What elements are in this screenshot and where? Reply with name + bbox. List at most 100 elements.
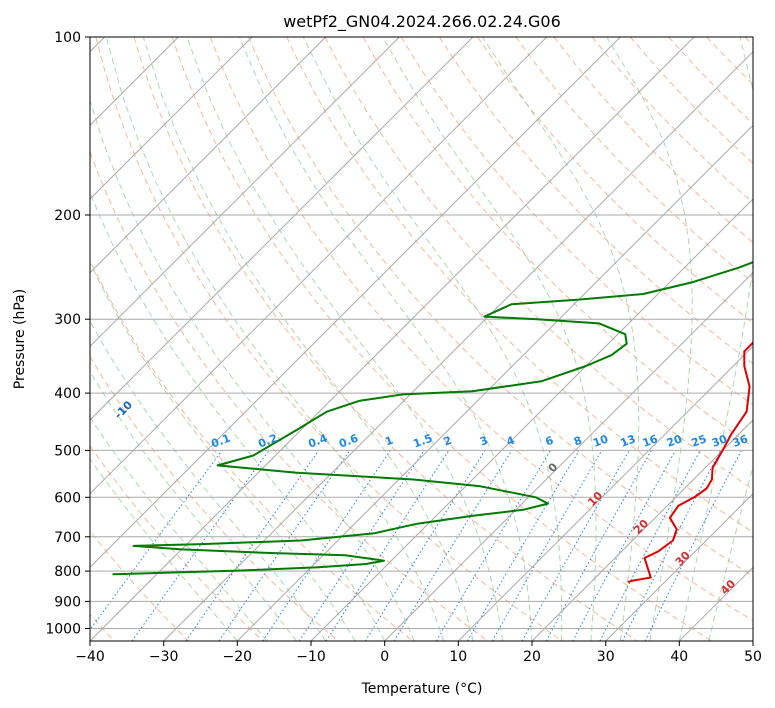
dry-adiabat-line bbox=[477, 37, 753, 324]
isotherm-gridline bbox=[310, 198, 753, 641]
temperature-profile-line bbox=[627, 341, 753, 584]
dry-adiabat-line bbox=[133, 37, 638, 641]
x-tick-label: −10 bbox=[296, 649, 326, 665]
dry-adiabat-line bbox=[90, 444, 264, 641]
y-tick-label: 900 bbox=[54, 594, 81, 610]
mixing-ratio-line bbox=[467, 450, 580, 641]
mixing-ratio-line bbox=[364, 450, 486, 641]
mixing-ratio-line bbox=[325, 450, 450, 641]
moist-adiabat-line bbox=[678, 37, 753, 641]
mixing-ratio-label: 6 bbox=[544, 434, 556, 449]
mixing-ratio-line bbox=[218, 450, 351, 641]
x-tick-label: 0 bbox=[380, 649, 389, 665]
y-tick-label: 300 bbox=[54, 312, 81, 328]
isotherm-gridline bbox=[90, 37, 327, 274]
mixing-ratio-line bbox=[521, 450, 630, 641]
mixing-ratio-label: 1.5 bbox=[412, 432, 435, 451]
isotherm-gridline bbox=[90, 37, 400, 348]
x-tick-label: 20 bbox=[523, 649, 541, 665]
moist-adiabat-line bbox=[90, 370, 297, 641]
y-axis-ticks: 100 200 300 400 500 600 700 800 900 1000 bbox=[45, 30, 90, 638]
moist-adiabat-line bbox=[90, 416, 268, 641]
mixing-ratio-label: 13 bbox=[619, 432, 638, 449]
isotherm-gridline bbox=[236, 124, 753, 641]
x-tick-label: 50 bbox=[744, 649, 762, 665]
isotherm-gridline bbox=[752, 640, 753, 641]
dry-adiabat-line bbox=[90, 530, 190, 641]
y-tick-label: 1000 bbox=[45, 622, 81, 638]
mixing-ratio-line bbox=[90, 450, 223, 631]
moist-adiabats bbox=[90, 37, 753, 641]
isotherm-gridline bbox=[678, 566, 753, 641]
isotherm-gridline bbox=[384, 271, 753, 641]
moist-adiabat-line bbox=[382, 37, 597, 641]
x-tick-label: −40 bbox=[75, 649, 105, 665]
moist-adiabat-line bbox=[481, 37, 640, 641]
mixing-ratio-lines bbox=[90, 450, 742, 641]
x-tick-label: −30 bbox=[149, 649, 179, 665]
series-layer bbox=[112, 261, 753, 584]
y-tick-label: 600 bbox=[54, 490, 81, 506]
dry-adiabat-label: -10 bbox=[112, 398, 135, 421]
isotherm-gridline bbox=[605, 492, 753, 641]
y-axis-label: Pressure (hPa) bbox=[12, 289, 28, 389]
mixing-ratio-line bbox=[185, 450, 320, 641]
dry-adiabat-line bbox=[209, 37, 753, 622]
pressure-gridlines bbox=[90, 37, 753, 629]
dry-adiabat-line bbox=[744, 37, 753, 46]
dry-adiabat-line bbox=[171, 37, 712, 641]
dry-adiabat-line bbox=[95, 37, 563, 641]
mixing-ratio-label: 1 bbox=[383, 434, 395, 449]
mixing-ratio-line bbox=[621, 450, 722, 641]
isotherm-gridline bbox=[531, 419, 753, 641]
moist-adiabat-line bbox=[105, 37, 445, 641]
x-tick-label: −20 bbox=[223, 649, 253, 665]
mixing-ratio-line bbox=[393, 450, 513, 641]
dry-adiabat-line bbox=[248, 37, 753, 577]
isotherm-gridlines bbox=[90, 37, 753, 641]
isotherm-gridline bbox=[457, 345, 753, 641]
mixing-ratio-label: 16 bbox=[641, 432, 660, 450]
y-tick-label: 800 bbox=[54, 564, 81, 580]
mixing-ratio-label: 0.4 bbox=[306, 432, 329, 451]
isotherm-gridline bbox=[163, 50, 753, 641]
moist-adiabat-line bbox=[90, 261, 356, 641]
y-tick-label: 100 bbox=[54, 30, 81, 46]
y-tick-label: 200 bbox=[54, 208, 81, 224]
dry-adiabat-line bbox=[90, 355, 339, 641]
isotherm-gridline bbox=[90, 37, 621, 569]
dry-adiabat-line bbox=[90, 150, 488, 641]
moist-adiabat-line bbox=[90, 458, 238, 641]
isotherm-gridline bbox=[90, 37, 548, 495]
moist-adiabat-line bbox=[186, 37, 503, 641]
mixing-ratio-label: 2 bbox=[442, 434, 454, 449]
mixing-ratio-label: 0.6 bbox=[337, 432, 360, 451]
mixing-ratio-label: 36 bbox=[731, 432, 750, 450]
mixing-ratio-label: 10 bbox=[591, 432, 610, 450]
x-axis-ticks: −40 −30 −20 −10 0 10 20 30 40 50 bbox=[75, 641, 762, 665]
mixing-ratio-line bbox=[545, 450, 652, 641]
x-axis-label: Temperature (°C) bbox=[361, 681, 483, 697]
isotherm-gridline bbox=[90, 37, 695, 641]
mixing-ratio-label: 30 bbox=[710, 432, 729, 450]
isotherm-label: 10 bbox=[585, 489, 605, 509]
moist-adiabat-line bbox=[142, 37, 474, 641]
mixing-ratio-label: 0.1 bbox=[210, 432, 233, 451]
mixing-ratio-label: 8 bbox=[572, 434, 584, 449]
in-plot-labels: 0.10.20.40.611.52346810131620253036-100-… bbox=[30, 358, 750, 597]
isotherm-label: 30 bbox=[673, 549, 693, 569]
mixing-ratio-line bbox=[572, 450, 676, 641]
dry-adiabat-label: -20 bbox=[30, 358, 53, 381]
mixing-ratio-line bbox=[644, 450, 742, 641]
isotherm-label: 40 bbox=[718, 577, 738, 597]
moist-adiabat-line bbox=[302, 37, 563, 641]
isotherm-gridline bbox=[90, 37, 474, 421]
x-tick-label: 30 bbox=[597, 649, 615, 665]
mixing-ratio-label: 0.2 bbox=[256, 432, 279, 451]
x-tick-label: 10 bbox=[449, 649, 467, 665]
y-tick-label: 700 bbox=[54, 530, 81, 546]
mixing-ratio-label: 3 bbox=[478, 434, 490, 449]
dry-adiabat-line bbox=[438, 37, 753, 365]
plot-frame bbox=[89, 36, 754, 642]
